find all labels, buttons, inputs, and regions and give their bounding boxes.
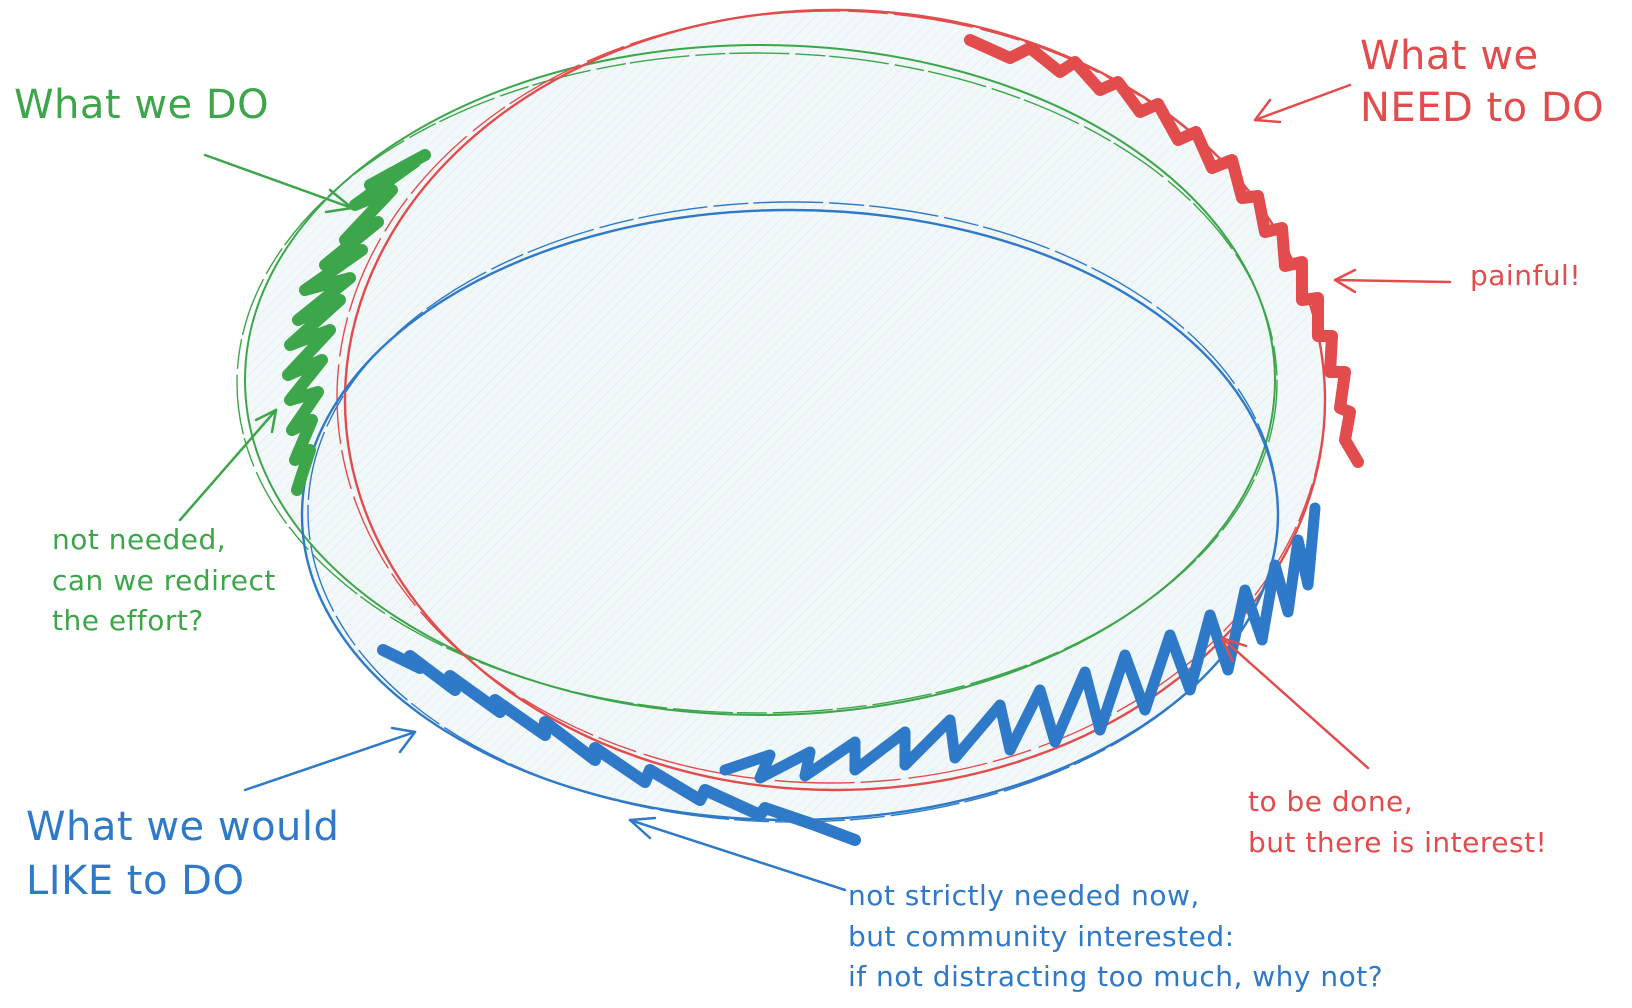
need-circle: [336, 8, 1327, 792]
label-to-be-done: to be done, but there is interest!: [1248, 782, 1547, 863]
label-not-needed: not needed, can we redirect the effort?: [52, 520, 276, 642]
label-community-line1: not strictly needed now,: [848, 879, 1200, 912]
need-scribble: [964, 34, 1364, 468]
label-what-we-do: What we DO: [14, 82, 270, 128]
label-not-needed-line2: can we redirect: [52, 563, 276, 597]
label-community: not strictly needed now, but community i…: [848, 876, 1383, 998]
label-community-line2: but community interested:: [848, 919, 1235, 953]
like-scribble-left: [377, 644, 861, 846]
label-painful: painful!: [1470, 259, 1582, 292]
arrow-community: [628, 816, 847, 892]
label-community-line3: if not distracting too much, why not?: [848, 960, 1384, 994]
arrow-do: [203, 153, 354, 214]
arrow-need: [1253, 83, 1352, 124]
label-to-be-done-line2: but there is interest!: [1248, 825, 1548, 859]
arrow-not-needed: [178, 408, 278, 522]
label-what-we-like-line1: What we would: [26, 804, 340, 850]
label-not-needed-line1: not needed,: [52, 523, 227, 556]
label-what-we-need-line1: What we: [1360, 33, 1539, 79]
like-scribble-right: [719, 502, 1321, 784]
label-what-we-need-line2: NEED to DO: [1360, 85, 1605, 131]
like-area-fill: [302, 210, 1278, 820]
do-circle: [236, 44, 1278, 716]
label-what-we-like-line2: LIKE to DO: [26, 858, 245, 904]
do-scribble: [282, 149, 431, 496]
arrow-painful: [1333, 268, 1452, 294]
label-to-be-done-line1: to be done,: [1248, 785, 1414, 818]
arrow-like: [243, 726, 417, 792]
label-what-we-like: What we would LIKE to DO: [26, 800, 339, 908]
label-not-needed-line3: the effort?: [52, 604, 204, 638]
arrow-to-be-done: [1220, 636, 1370, 770]
label-what-we-need: What we NEED to DO: [1360, 30, 1604, 134]
